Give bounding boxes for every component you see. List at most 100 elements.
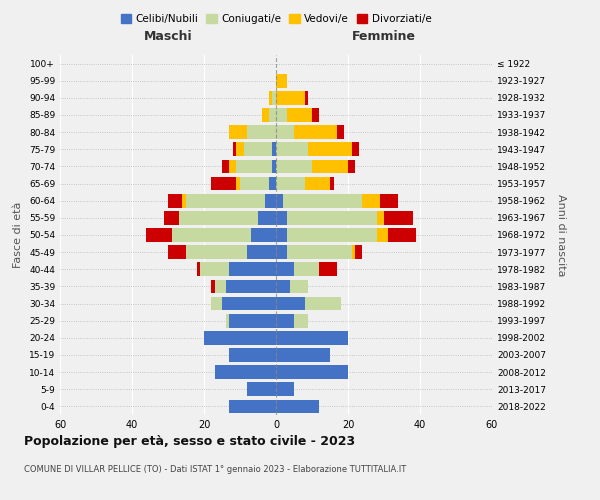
Bar: [305, 176, 330, 190]
Bar: [290, 280, 308, 293]
Bar: [258, 211, 276, 224]
Bar: [319, 262, 337, 276]
Bar: [197, 262, 200, 276]
Bar: [229, 262, 276, 276]
Bar: [276, 280, 290, 293]
Bar: [276, 314, 294, 328]
Bar: [265, 194, 276, 207]
Bar: [276, 160, 312, 173]
Bar: [247, 246, 276, 259]
Bar: [276, 142, 308, 156]
Y-axis label: Fasce di età: Fasce di età: [13, 202, 23, 268]
Bar: [146, 228, 172, 242]
Bar: [312, 160, 348, 173]
Bar: [276, 331, 348, 344]
Bar: [388, 228, 416, 242]
Bar: [229, 400, 276, 413]
Bar: [276, 228, 287, 242]
Bar: [172, 228, 251, 242]
Bar: [168, 194, 182, 207]
Bar: [287, 211, 377, 224]
Bar: [236, 176, 240, 190]
Bar: [186, 194, 265, 207]
Bar: [294, 314, 308, 328]
Bar: [352, 142, 359, 156]
Bar: [262, 108, 269, 122]
Bar: [276, 91, 305, 104]
Bar: [276, 74, 287, 88]
Bar: [164, 211, 179, 224]
Bar: [276, 400, 319, 413]
Bar: [377, 228, 388, 242]
Bar: [247, 382, 276, 396]
Bar: [352, 246, 355, 259]
Bar: [211, 280, 215, 293]
Bar: [276, 296, 305, 310]
Bar: [276, 194, 283, 207]
Bar: [355, 246, 362, 259]
Bar: [276, 108, 287, 122]
Bar: [269, 91, 272, 104]
Text: Popolazione per età, sesso e stato civile - 2023: Popolazione per età, sesso e stato civil…: [24, 435, 355, 448]
Bar: [287, 228, 377, 242]
Bar: [276, 348, 330, 362]
Bar: [272, 160, 276, 173]
Bar: [276, 262, 294, 276]
Bar: [204, 331, 276, 344]
Bar: [377, 211, 384, 224]
Bar: [211, 296, 222, 310]
Bar: [294, 262, 319, 276]
Bar: [233, 142, 236, 156]
Bar: [200, 262, 229, 276]
Bar: [229, 314, 276, 328]
Bar: [226, 280, 276, 293]
Bar: [247, 126, 276, 139]
Bar: [362, 194, 380, 207]
Bar: [305, 91, 308, 104]
Bar: [276, 382, 294, 396]
Bar: [287, 246, 352, 259]
Y-axis label: Anni di nascita: Anni di nascita: [556, 194, 566, 276]
Bar: [215, 280, 226, 293]
Bar: [168, 246, 186, 259]
Bar: [272, 91, 276, 104]
Bar: [283, 194, 362, 207]
Legend: Celibi/Nubili, Coniugati/e, Vedovi/e, Divorziati/e: Celibi/Nubili, Coniugati/e, Vedovi/e, Di…: [116, 10, 436, 29]
Bar: [294, 126, 337, 139]
Bar: [226, 314, 229, 328]
Bar: [222, 296, 276, 310]
Bar: [276, 366, 348, 379]
Bar: [287, 108, 312, 122]
Bar: [229, 160, 236, 173]
Bar: [236, 160, 272, 173]
Bar: [269, 176, 276, 190]
Bar: [276, 176, 305, 190]
Bar: [312, 108, 319, 122]
Bar: [182, 194, 186, 207]
Bar: [236, 142, 244, 156]
Text: Femmine: Femmine: [352, 30, 416, 43]
Text: COMUNE DI VILLAR PELLICE (TO) - Dati ISTAT 1° gennaio 2023 - Elaborazione TUTTIT: COMUNE DI VILLAR PELLICE (TO) - Dati IST…: [24, 465, 406, 474]
Bar: [211, 176, 236, 190]
Bar: [308, 142, 352, 156]
Bar: [215, 366, 276, 379]
Bar: [229, 348, 276, 362]
Bar: [272, 142, 276, 156]
Bar: [337, 126, 344, 139]
Bar: [276, 211, 287, 224]
Bar: [240, 176, 269, 190]
Bar: [179, 211, 258, 224]
Bar: [348, 160, 355, 173]
Bar: [251, 228, 276, 242]
Bar: [229, 126, 247, 139]
Bar: [305, 296, 341, 310]
Bar: [222, 160, 229, 173]
Bar: [276, 246, 287, 259]
Bar: [269, 108, 276, 122]
Bar: [330, 176, 334, 190]
Bar: [276, 126, 294, 139]
Bar: [186, 246, 247, 259]
Text: Maschi: Maschi: [143, 30, 193, 43]
Bar: [380, 194, 398, 207]
Bar: [244, 142, 272, 156]
